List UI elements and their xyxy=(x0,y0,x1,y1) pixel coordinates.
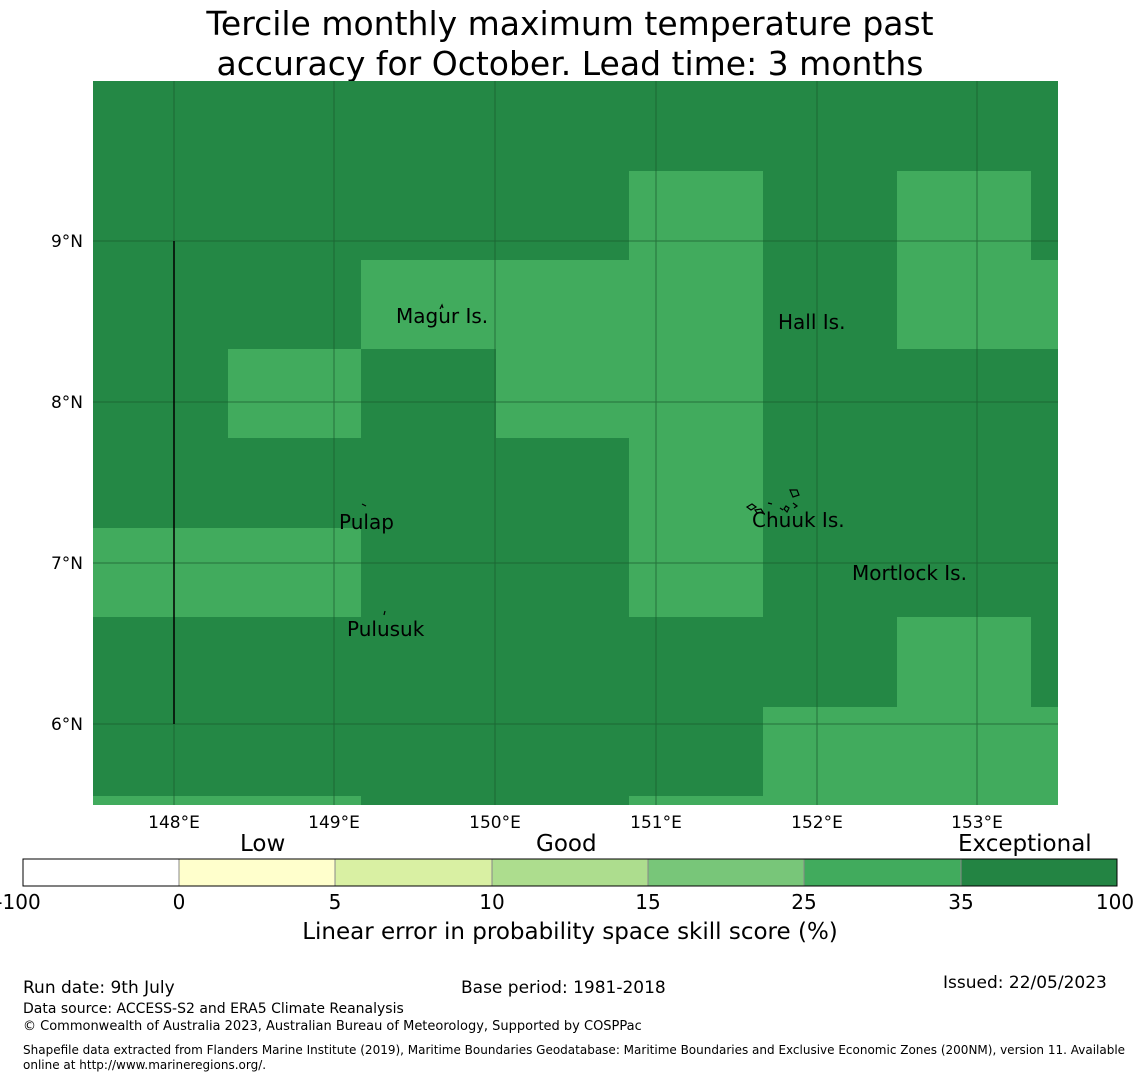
colorbar-segment xyxy=(179,859,335,886)
colorbar-tick: -100 xyxy=(0,890,41,914)
colorbar-segment xyxy=(492,859,648,886)
colorbar-frame xyxy=(22,858,1118,887)
lon-label: 152°E xyxy=(791,813,843,833)
place-label-pulap: Pulap xyxy=(339,510,394,534)
colorbar-tick: 100 xyxy=(1095,890,1135,914)
skill-cell xyxy=(93,528,361,617)
colorbar-label: Linear error in probability space skill … xyxy=(302,919,838,945)
gridlines xyxy=(93,81,1058,805)
lat-label: 8°N xyxy=(51,393,83,413)
shapefile-credit: Shapefile data extracted from Flanders M… xyxy=(23,1043,1126,1072)
lat-label: 6°N xyxy=(51,715,83,735)
lat-label: 9°N xyxy=(51,232,83,252)
skill-cell xyxy=(496,349,629,438)
title-line-1: Tercile monthly maximum temperature past xyxy=(206,4,934,43)
title-line-2: accuracy for October. Lead time: 3 month… xyxy=(216,44,924,83)
skill-cell xyxy=(763,707,1058,805)
colorbar-segment xyxy=(648,859,804,886)
colorbar-tick: 5 xyxy=(328,890,342,914)
place-label-chuuk: Chuuk Is. xyxy=(752,508,845,532)
colorbar-segment xyxy=(804,859,961,886)
colorbar-tick: 15 xyxy=(635,890,661,914)
colorbar-segment xyxy=(335,859,492,886)
place-label-mortlock: Mortlock Is. xyxy=(852,561,967,585)
map-title: Tercile monthly maximum temperature past… xyxy=(0,4,1140,84)
colorbar-tick: 0 xyxy=(172,890,186,914)
colorbar-segment xyxy=(23,859,179,886)
place-label-magur: Magur Is. xyxy=(396,304,488,328)
lon-label: 149°E xyxy=(308,813,360,833)
colorbar-category-good: Good xyxy=(536,831,597,857)
lon-label: 148°E xyxy=(148,813,200,833)
skill-cell xyxy=(897,171,1031,260)
skill-cell xyxy=(897,617,1031,707)
lon-label: 153°E xyxy=(951,813,1003,833)
place-label-hall: Hall Is. xyxy=(778,310,845,334)
colorbar-tick: 10 xyxy=(479,890,505,914)
run-date: Run date: 9th July xyxy=(23,978,175,998)
copyright: © Commonwealth of Australia 2023, Austra… xyxy=(23,1019,642,1034)
data-source: Data source: ACCESS-S2 and ERA5 Climate … xyxy=(23,1001,404,1017)
skill-cell xyxy=(93,796,361,805)
base-period: Base period: 1981-2018 xyxy=(461,978,666,998)
issued-date: Issued: 22/05/2023 xyxy=(943,973,1107,993)
lat-label: 7°N xyxy=(51,554,83,574)
colorbar-tick: 35 xyxy=(948,890,974,914)
colorbar-category-exceptional: Exceptional xyxy=(958,831,1092,857)
colorbar-category-low: Low xyxy=(240,831,286,857)
place-label-pulusuk: Pulusuk xyxy=(347,617,425,641)
colorbar-tick: 25 xyxy=(791,890,817,914)
skill-cell xyxy=(629,796,763,805)
colorbar-segment xyxy=(961,859,1117,886)
lon-label: 151°E xyxy=(630,813,682,833)
colorbar xyxy=(22,858,1118,887)
island-shapes xyxy=(361,303,800,616)
skill-cell xyxy=(629,171,763,617)
lon-label: 150°E xyxy=(469,813,521,833)
skill-cell xyxy=(228,349,361,438)
